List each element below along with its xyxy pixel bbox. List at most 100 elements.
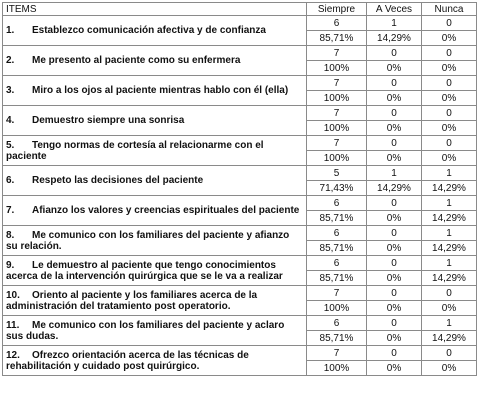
item-number: 12.	[6, 349, 20, 361]
percent-nunca: 14,29%	[421, 330, 477, 346]
item-text: Tengo normas de cortesía al relacionarme…	[6, 139, 264, 162]
percent-siempre: 85,71%	[306, 270, 367, 286]
item-cell: 3. Miro a los ojos al paciente mientras h…	[2, 75, 307, 106]
percent-nunca: 0%	[421, 150, 477, 166]
percent-siempre: 100%	[306, 120, 367, 136]
percent-a-veces: 0%	[366, 270, 422, 286]
count-a-veces: 0	[366, 45, 422, 61]
item-cell: 1. Establezco comunicación afectiva y de …	[2, 15, 307, 46]
percent-a-veces: 0%	[366, 150, 422, 166]
percent-siempre: 85,71%	[306, 30, 367, 46]
item-number: 9.	[6, 259, 15, 271]
percent-siempre: 100%	[306, 360, 367, 376]
item-text: Me comunico con los familiares del pacie…	[6, 229, 290, 252]
table-row-percentages: 100% 0% 0%	[3, 90, 477, 106]
count-siempre: 5	[306, 165, 367, 181]
count-a-veces: 0	[366, 225, 422, 241]
count-nunca: 1	[421, 195, 477, 211]
item-text: Afianzo los valores y creencias espiritu…	[32, 205, 300, 216]
percent-siempre: 100%	[306, 150, 367, 166]
item-number: 10.	[6, 289, 20, 301]
item-cell: 9. Le demuestro al paciente que tengo con…	[2, 255, 307, 286]
count-a-veces: 0	[366, 75, 422, 91]
item-number: 4.	[6, 115, 15, 126]
percent-nunca: 14,29%	[421, 210, 477, 226]
item-cell: 2. Me presento al paciente como su enferm…	[2, 45, 307, 76]
table-row-counts: 5. Tengo normas de cortesía al relacionar…	[2, 135, 477, 166]
count-siempre: 6	[306, 195, 367, 211]
percent-nunca: 0%	[421, 60, 477, 76]
table-row-percentages: 85,71% 0% 14,29%	[3, 240, 477, 256]
item-number: 7.	[6, 205, 15, 216]
count-a-veces: 0	[366, 105, 422, 121]
table-row-percentages: 100% 0% 0%	[3, 120, 477, 136]
item-text: Respeto las decisiones del paciente	[32, 175, 204, 186]
count-a-veces: 1	[366, 165, 422, 181]
count-nunca: 0	[421, 15, 477, 31]
count-siempre: 6	[306, 255, 367, 271]
count-nunca: 0	[421, 105, 477, 121]
count-siempre: 7	[306, 345, 367, 361]
count-nunca: 0	[421, 285, 477, 301]
table-row-counts: 10. Oriento al paciente y los familiares …	[2, 285, 477, 316]
percent-a-veces: 0%	[366, 210, 422, 226]
results-table-container: ITEMS Siempre A Veces Nunca 1. Establezco…	[2, 2, 477, 376]
count-a-veces: 0	[366, 195, 422, 211]
item-text: Me presento al paciente como su enfermer…	[32, 55, 241, 66]
table-row-counts: 4. Demuestro siempre una sonrisa 7 0 0	[2, 105, 477, 136]
count-a-veces: 0	[366, 285, 422, 301]
item-cell: 6. Respeto las decisiones del paciente	[2, 165, 307, 196]
percent-a-veces: 0%	[366, 240, 422, 256]
header-nunca: Nunca	[421, 2, 477, 16]
table-row-counts: 11. Me comunico con los familiares del pa…	[2, 315, 477, 346]
percent-a-veces: 0%	[366, 360, 422, 376]
percent-nunca: 0%	[421, 360, 477, 376]
percent-a-veces: 14,29%	[366, 30, 422, 46]
item-text: Ofrezco orientación acerca de las técnic…	[6, 349, 249, 372]
table-row-counts: 9. Le demuestro al paciente que tengo con…	[2, 255, 477, 286]
item-text: Oriento al paciente y los familiares ace…	[6, 289, 258, 312]
count-a-veces: 0	[366, 255, 422, 271]
item-number: 3.	[6, 85, 15, 96]
item-cell: 5. Tengo normas de cortesía al relacionar…	[2, 135, 307, 166]
table-row-counts: 12. Ofrezco orientación acerca de las téc…	[2, 345, 477, 376]
header-row: ITEMS Siempre A Veces Nunca	[2, 2, 477, 16]
table-row-percentages: 100% 0% 0%	[3, 300, 477, 316]
item-number: 8.	[6, 229, 15, 241]
count-nunca: 1	[421, 255, 477, 271]
percent-a-veces: 0%	[366, 300, 422, 316]
count-siempre: 7	[306, 285, 367, 301]
percent-a-veces: 0%	[366, 90, 422, 106]
percent-nunca: 0%	[421, 300, 477, 316]
percent-siempre: 100%	[306, 300, 367, 316]
item-text: Me comunico con los familiares del pacie…	[6, 319, 285, 342]
table-row-percentages: 71,43% 14,29% 14,29%	[3, 180, 477, 196]
table-row-percentages: 100% 0% 0%	[3, 360, 477, 376]
item-text: Demuestro siempre una sonrisa	[32, 115, 185, 126]
item-cell: 10. Oriento al paciente y los familiares …	[2, 285, 307, 316]
item-number: 5.	[6, 139, 15, 151]
item-number: 1.	[6, 25, 15, 36]
percent-a-veces: 0%	[366, 60, 422, 76]
header-a-veces: A Veces	[366, 2, 422, 16]
item-text: Miro a los ojos al paciente mientras hab…	[32, 85, 289, 96]
item-cell: 8. Me comunico con los familiares del pac…	[2, 225, 307, 256]
percent-siempre: 71,43%	[306, 180, 367, 196]
item-text: Le demuestro al paciente que tengo conoc…	[6, 259, 283, 282]
item-number: 11.	[6, 319, 20, 331]
item-number: 2.	[6, 55, 15, 66]
table-row-counts: 1. Establezco comunicación afectiva y de …	[2, 15, 477, 46]
count-siempre: 7	[306, 45, 367, 61]
table-row-percentages: 85,71% 0% 14,29%	[3, 330, 477, 346]
percent-nunca: 14,29%	[421, 270, 477, 286]
results-table: ITEMS Siempre A Veces Nunca 1. Establezco…	[2, 2, 477, 376]
count-nunca: 0	[421, 135, 477, 151]
percent-nunca: 14,29%	[421, 240, 477, 256]
count-a-veces: 1	[366, 15, 422, 31]
percent-siempre: 85,71%	[306, 210, 367, 226]
percent-nunca: 0%	[421, 90, 477, 106]
percent-nunca: 0%	[421, 30, 477, 46]
count-nunca: 1	[421, 225, 477, 241]
count-nunca: 0	[421, 75, 477, 91]
item-cell: 11. Me comunico con los familiares del pa…	[2, 315, 307, 346]
